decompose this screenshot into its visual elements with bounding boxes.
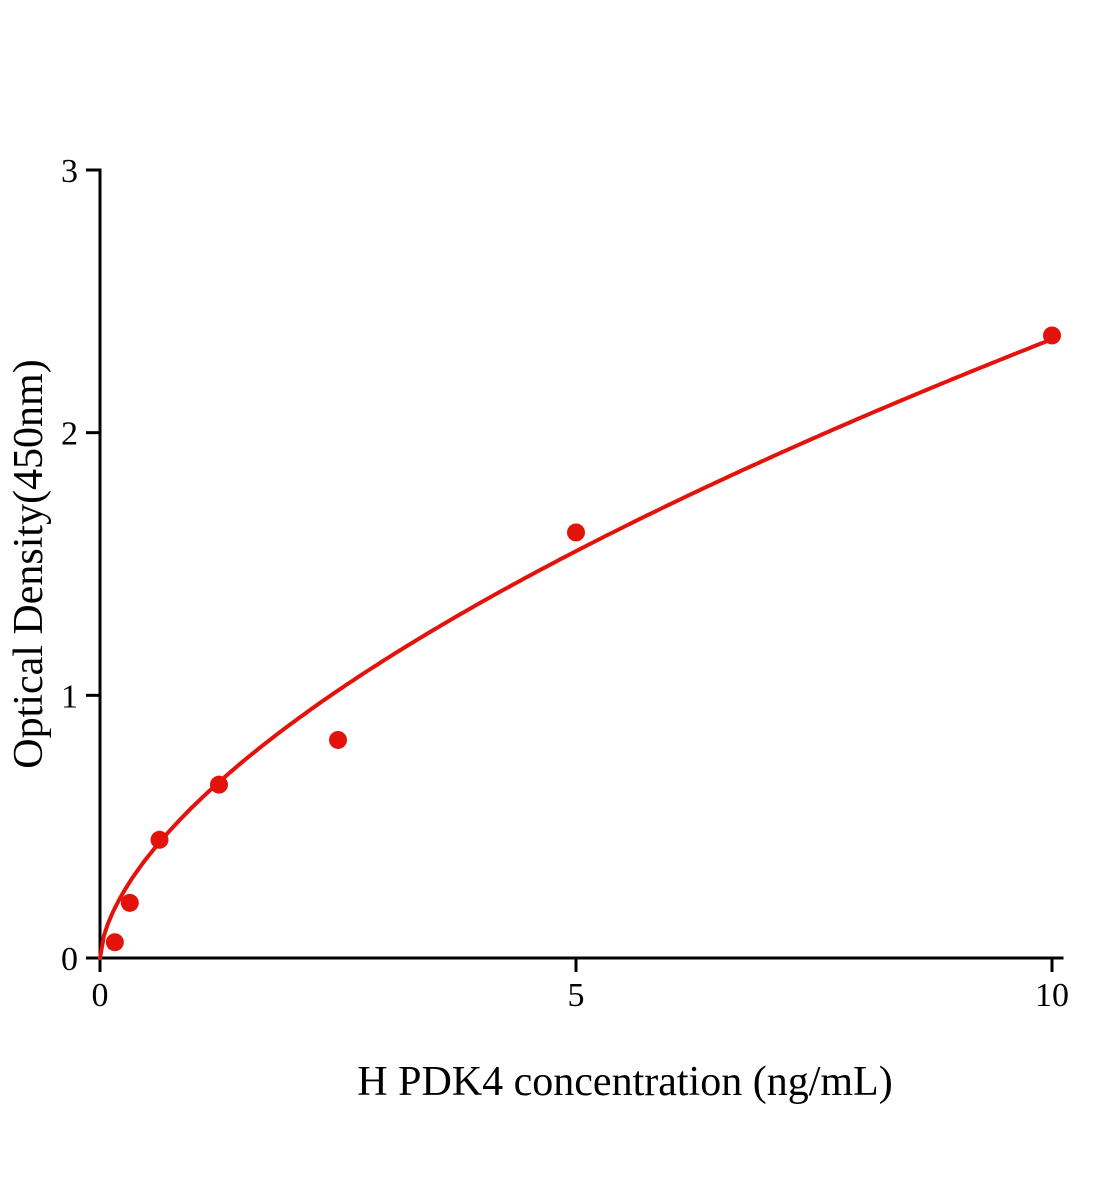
y-tick-label: 3 — [61, 153, 78, 190]
standard-curve-line — [98, 337, 1054, 960]
axes — [98, 168, 1064, 960]
data-point — [1043, 326, 1061, 345]
y-tick-label: 2 — [61, 416, 78, 453]
fit-curve — [98, 337, 1054, 960]
x-tick-label: 0 — [92, 977, 109, 1014]
x-tick-label: 5 — [568, 977, 585, 1014]
axis-lines — [98, 168, 1064, 960]
data-point — [567, 523, 585, 542]
y-axis-title: Optical Density(450nm) — [6, 359, 52, 768]
x-tick-label: 10 — [1035, 977, 1069, 1014]
data-point — [210, 775, 228, 794]
y-tick-label: 1 — [61, 678, 78, 715]
data-point — [329, 730, 347, 749]
data-point — [120, 893, 139, 912]
data-point — [150, 830, 169, 849]
y-tick-label: 0 — [61, 941, 78, 978]
tick-marks-and-labels: 0 5 10 0 1 2 3 — [61, 153, 1069, 1014]
x-axis-title: H PDK4 concentration (ng/mL) — [357, 1059, 892, 1105]
data-points — [105, 326, 1061, 952]
data-point — [105, 933, 124, 952]
